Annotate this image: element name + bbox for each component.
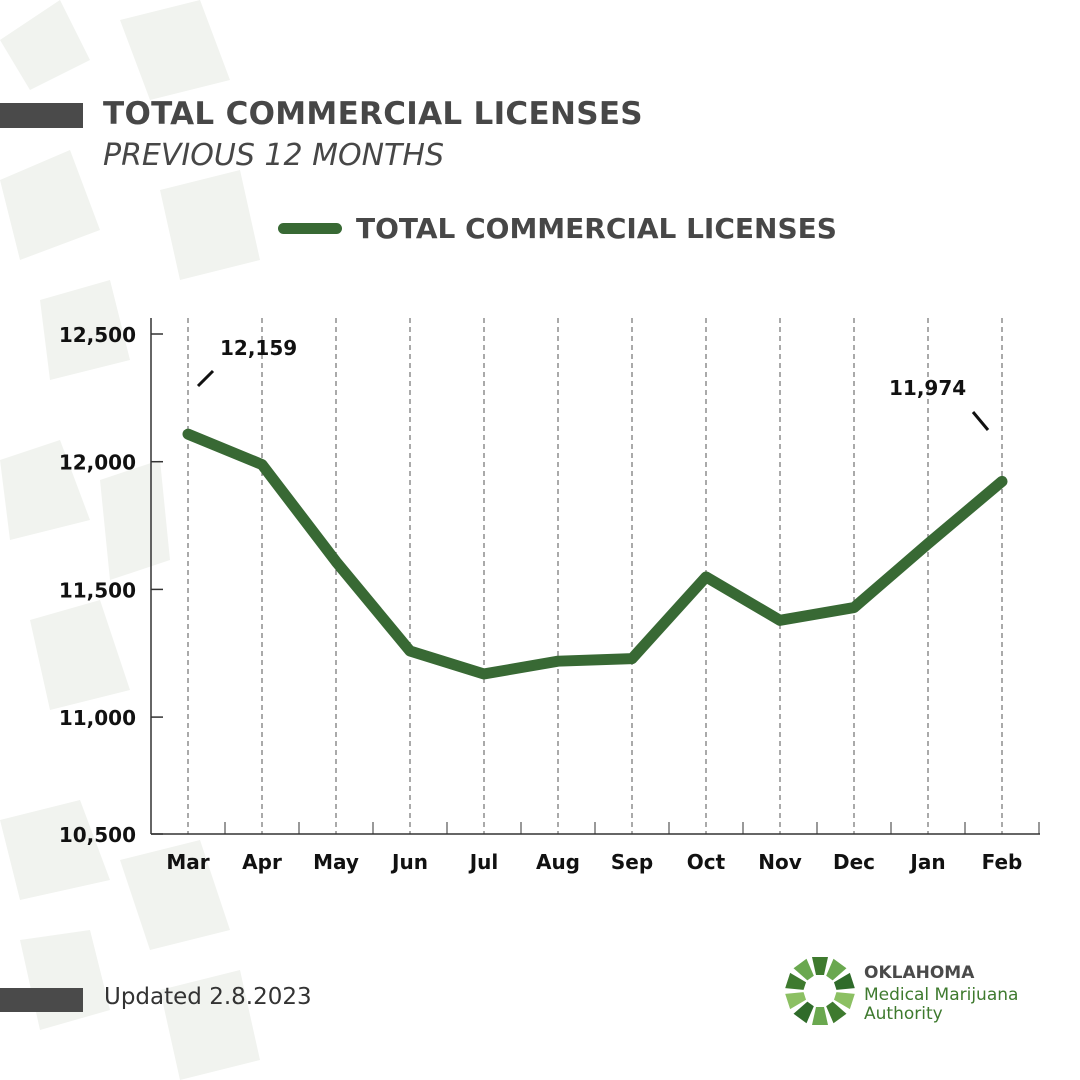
star-logo-icon [785, 957, 855, 1025]
logo-petal [826, 958, 847, 981]
y-tick-label: 12,000 [59, 451, 136, 475]
legend: TOTAL COMMERCIAL LICENSES [278, 212, 837, 245]
legend-swatch [278, 223, 342, 234]
logo-petal [826, 1001, 847, 1024]
footer-accent-bar [0, 988, 83, 1012]
x-tick-label: Apr [242, 850, 282, 874]
x-tick-label: Sep [611, 850, 653, 874]
logo-petal [833, 992, 855, 1010]
omma-logo: OKLAHOMA Medical Marijuana Authority [784, 955, 1044, 1027]
chart-subtitle: PREVIOUS 12 MONTHS [103, 138, 444, 173]
logo-petal [812, 1007, 828, 1025]
logo-petal [833, 972, 855, 990]
logo-petal [793, 1001, 814, 1024]
y-tick-label: 11,000 [59, 706, 136, 730]
y-tick-label: 10,500 [59, 823, 136, 847]
x-tick-label: May [313, 850, 359, 874]
logo-text-oklahoma: OKLAHOMA [864, 963, 975, 983]
data-label: 12,159 [220, 336, 297, 360]
annotation-leader [196, 369, 215, 388]
x-tick-label: Jan [908, 850, 945, 874]
chart-title: TOTAL COMMERCIAL LICENSES [103, 96, 643, 132]
series-line [182, 428, 1008, 680]
logo-petal [785, 972, 807, 990]
logo-text-authority: Authority [864, 1004, 943, 1024]
y-tick-label: 12,500 [59, 323, 136, 347]
logo-text-mma: Medical Marijuana [864, 985, 1019, 1005]
y-tick-label: 11,500 [59, 578, 136, 602]
legend-label: TOTAL COMMERCIAL LICENSES [356, 212, 837, 245]
logo-petal [793, 958, 814, 981]
x-tick-label: Aug [536, 850, 580, 874]
logo-petal [785, 992, 807, 1010]
updated-date: Updated 2.8.2023 [104, 984, 312, 1010]
x-tick-label: Mar [166, 850, 209, 874]
data-label: 11,974 [889, 376, 966, 400]
x-tick-label: Jul [468, 850, 499, 874]
x-tick-label: Jun [390, 850, 428, 874]
title-accent-bar [0, 103, 83, 128]
x-tick-label: Oct [687, 850, 726, 874]
logo-petal [812, 957, 828, 975]
annotation-leader [971, 411, 990, 431]
x-tick-label: Dec [833, 850, 875, 874]
x-tick-label: Feb [982, 850, 1023, 874]
x-tick-label: Nov [758, 850, 802, 874]
